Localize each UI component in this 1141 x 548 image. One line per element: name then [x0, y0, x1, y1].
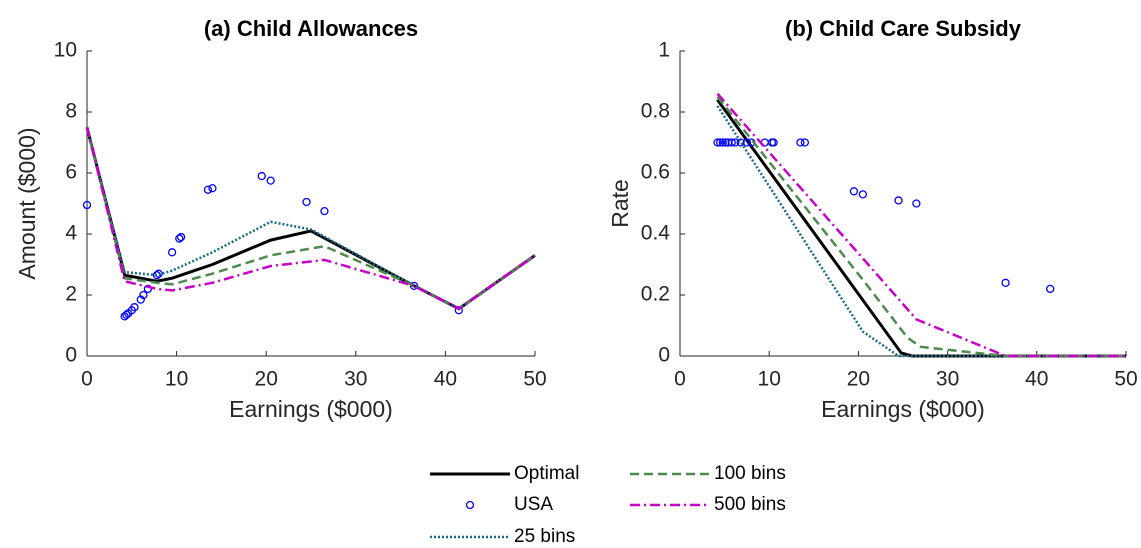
usa-point	[1046, 284, 1055, 294]
usa-point	[409, 281, 419, 291]
x-tick-label: 50	[523, 368, 546, 391]
usa-point	[715, 138, 725, 147]
series-line	[85, 126, 536, 311]
y-tick-label: 10	[54, 39, 77, 62]
usa-point	[154, 269, 163, 278]
usa-point	[175, 234, 184, 243]
usa-point	[800, 138, 810, 147]
y-axis-label: Rate	[607, 179, 633, 228]
usa-point	[727, 138, 736, 147]
series-line	[85, 126, 536, 311]
y-tick-label: 2	[65, 283, 77, 306]
y-tick-label: 0	[65, 344, 77, 367]
usa-point	[203, 185, 213, 194]
legend-label: 100 bins	[714, 463, 786, 484]
usa-point	[136, 295, 145, 304]
y-tick-label: 0.2	[641, 283, 670, 306]
usa-point	[796, 138, 805, 147]
y-tick-label: 0	[658, 344, 670, 367]
legend-label: USA	[514, 494, 553, 515]
usa-point	[1001, 278, 1010, 287]
usa-point	[320, 206, 329, 216]
usa-point	[713, 138, 722, 147]
series-line	[85, 126, 536, 311]
usa-point	[257, 171, 266, 181]
series-line	[716, 95, 1126, 358]
usa-point	[736, 138, 745, 147]
y-tick-label: 8	[65, 100, 77, 123]
usa-point	[742, 138, 752, 147]
usa-point	[894, 196, 903, 205]
usa-point	[721, 138, 730, 147]
usa-point	[718, 138, 727, 147]
legend-label: Optimal	[514, 463, 579, 484]
x-axis-label: Earnings ($000)	[229, 396, 393, 422]
y-tick-label: 0.4	[641, 222, 671, 245]
legend-label: 500 bins	[714, 494, 786, 515]
usa-point	[167, 248, 177, 257]
usa-point	[143, 284, 153, 294]
x-tick-label: 40	[1025, 368, 1048, 391]
usa-point	[454, 306, 463, 315]
usa-point	[82, 200, 92, 210]
x-tick-label: 40	[434, 368, 457, 391]
usa-point	[849, 187, 859, 196]
usa-point	[139, 290, 148, 300]
usa-point	[130, 303, 139, 312]
x-tick-label: 0	[81, 368, 93, 391]
usa-point	[858, 190, 868, 199]
chart-title: (b) Child Care Subsidy	[785, 16, 1022, 41]
x-tick-label: 50	[1114, 368, 1137, 391]
x-tick-label: 10	[758, 368, 781, 391]
x-tick-label: 20	[255, 368, 278, 391]
usa-point	[731, 138, 740, 147]
x-tick-label: 30	[344, 368, 367, 391]
usa-point	[266, 176, 275, 185]
x-axis-label: Earnings ($000)	[821, 396, 985, 422]
x-tick-label: 0	[674, 368, 686, 391]
usa-point	[208, 184, 217, 193]
y-axis-label: Amount ($000)	[14, 127, 40, 279]
y-tick-label: 0.8	[641, 100, 670, 123]
chart-title: (a) Child Allowances	[204, 16, 418, 41]
y-tick-label: 6	[65, 161, 77, 184]
x-tick-label: 30	[936, 368, 959, 391]
usa-point	[122, 310, 131, 319]
y-tick-label: 4	[65, 222, 77, 245]
legend-label: 25 bins	[514, 526, 575, 547]
usa-point	[176, 232, 186, 242]
series-line	[716, 92, 1126, 358]
x-tick-label: 20	[847, 368, 870, 391]
usa-point	[302, 197, 311, 207]
usa-point	[912, 199, 921, 208]
legend-marker	[465, 500, 475, 510]
series-line	[716, 98, 1126, 358]
usa-point	[769, 138, 778, 147]
y-tick-label: 1	[658, 39, 670, 62]
x-tick-label: 10	[165, 368, 188, 391]
y-tick-label: 0.6	[641, 161, 670, 184]
series-line	[716, 105, 1126, 358]
